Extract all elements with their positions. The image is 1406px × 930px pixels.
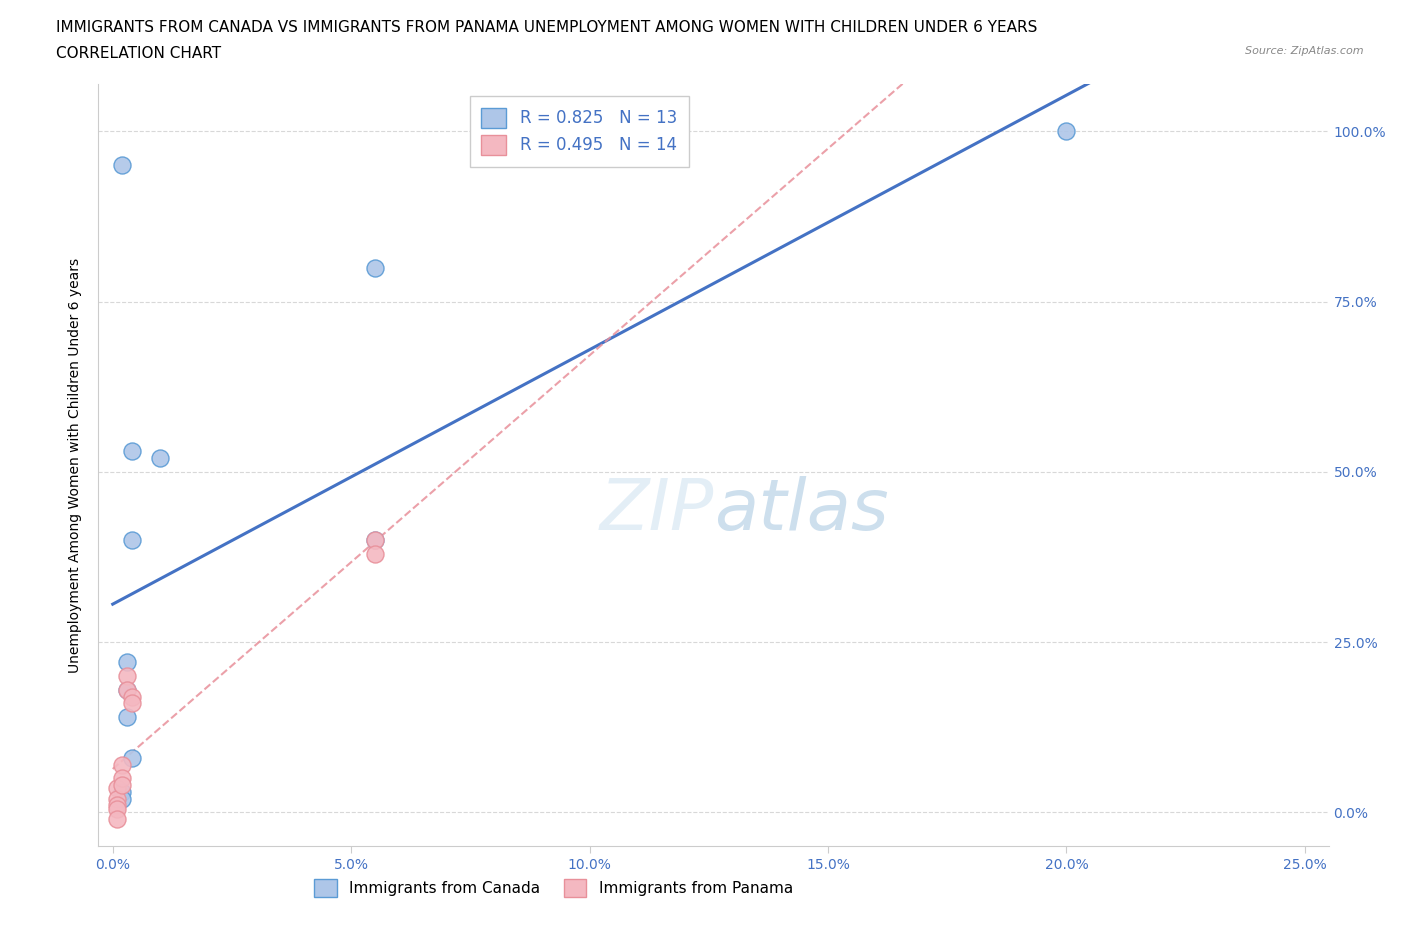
Point (107, 781, 129, 796)
Point (121, 689, 143, 704)
Legend: Immigrants from Canada, Immigrants from Panama: Immigrants from Canada, Immigrants from … (308, 872, 799, 903)
Point (1054, 124, 1077, 139)
Point (364, 546, 387, 561)
Text: ZIP: ZIP (599, 476, 714, 545)
Point (115, 655, 138, 670)
Point (107, 798, 129, 813)
Point (107, 802, 129, 817)
Point (111, 771, 134, 786)
Point (111, 777, 134, 792)
Point (115, 683, 138, 698)
Text: CORRELATION CHART: CORRELATION CHART (56, 46, 221, 61)
Point (111, 158, 134, 173)
Point (364, 533, 387, 548)
Text: atlas: atlas (714, 476, 889, 545)
Point (121, 751, 143, 765)
Point (115, 683, 138, 698)
Point (121, 696, 143, 711)
Point (115, 669, 138, 684)
Y-axis label: Unemployment Among Women with Children Under 6 years: Unemployment Among Women with Children U… (69, 258, 83, 672)
Point (107, 812, 129, 827)
Point (364, 533, 387, 548)
Point (111, 784, 134, 799)
Point (111, 757, 134, 772)
Text: Source: ZipAtlas.com: Source: ZipAtlas.com (1246, 46, 1364, 57)
Point (107, 791, 129, 806)
Text: IMMIGRANTS FROM CANADA VS IMMIGRANTS FROM PANAMA UNEMPLOYMENT AMONG WOMEN WITH C: IMMIGRANTS FROM CANADA VS IMMIGRANTS FRO… (56, 20, 1038, 35)
Point (115, 710, 138, 724)
Point (121, 444, 143, 458)
Point (149, 451, 172, 466)
Point (121, 533, 143, 548)
Point (364, 260, 387, 275)
Point (111, 791, 134, 806)
